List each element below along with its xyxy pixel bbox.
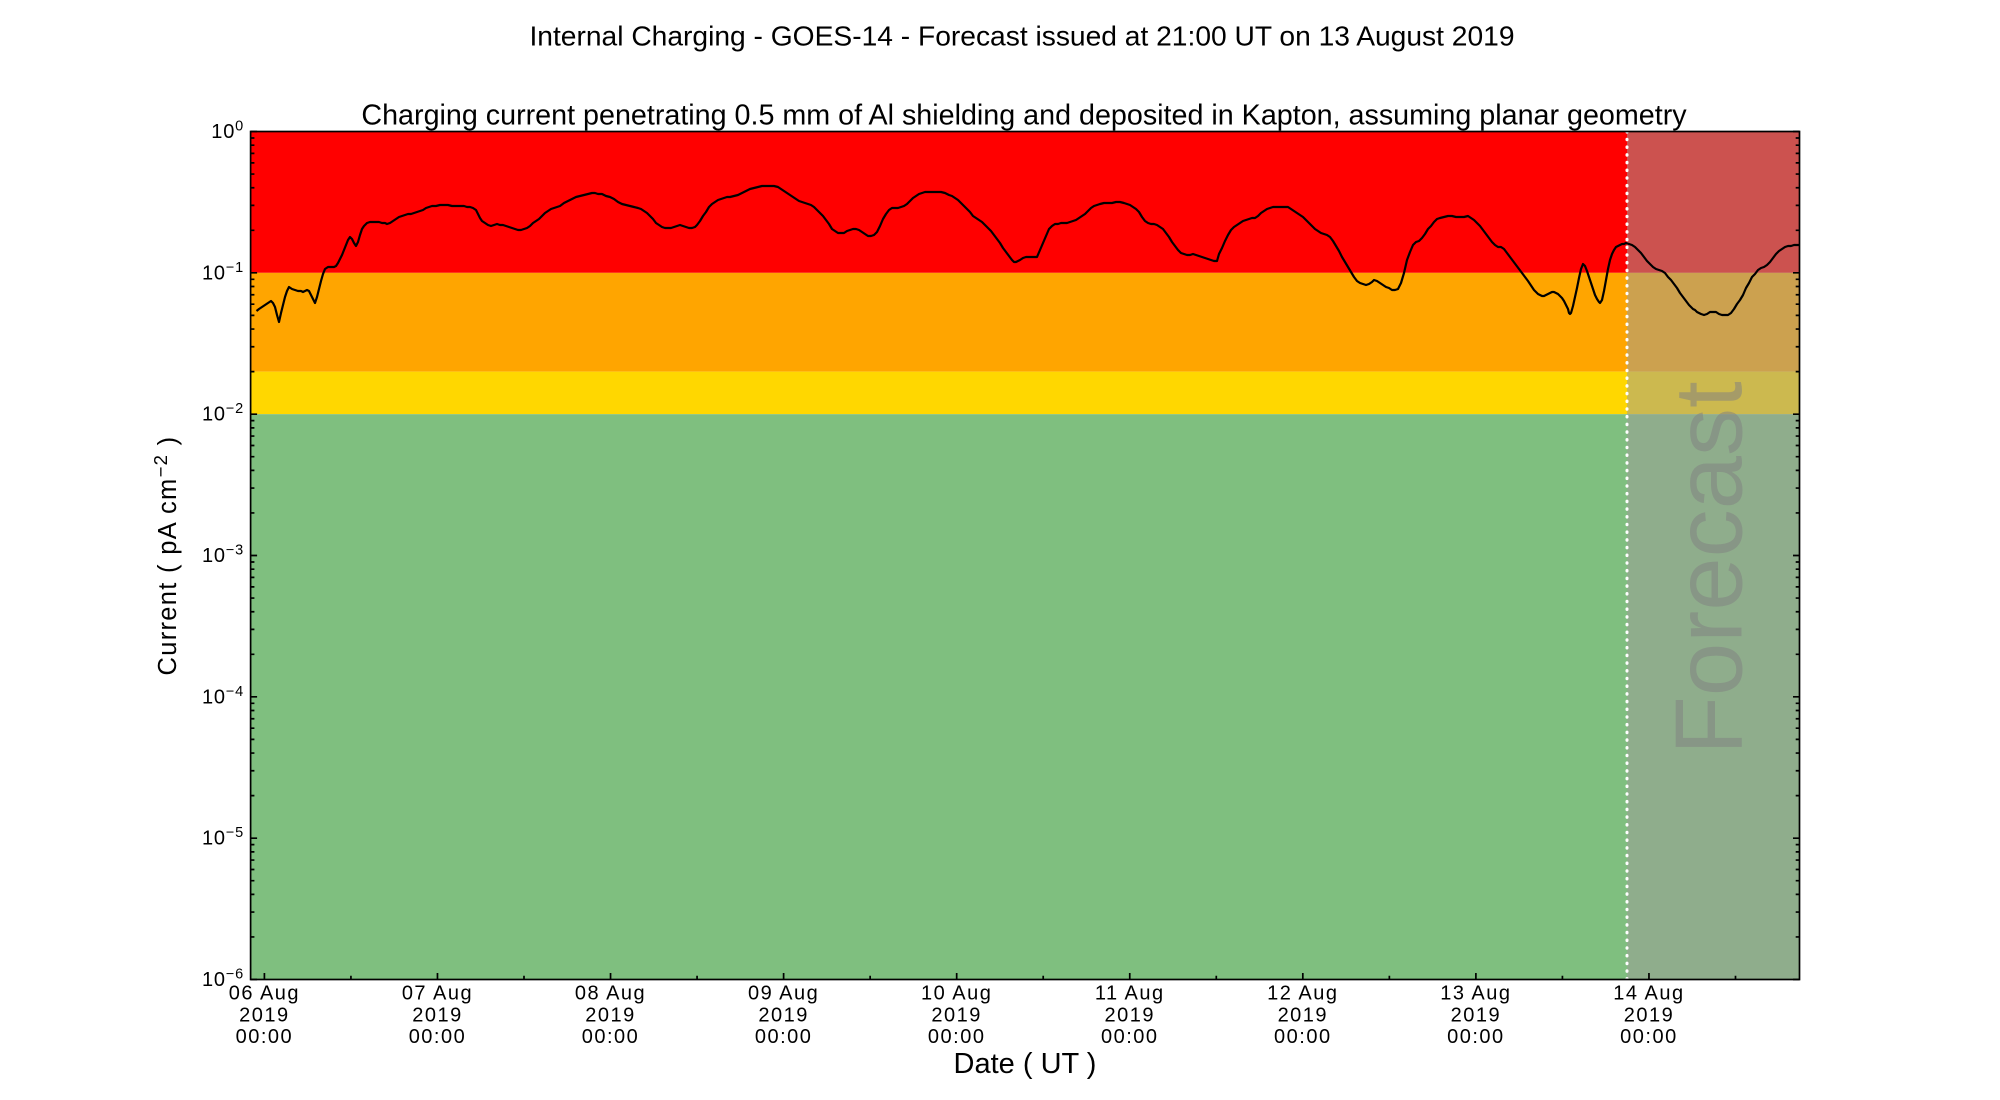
svg-text:00:00: 00:00 [1101, 1026, 1159, 1048]
svg-text:13 Aug: 13 Aug [1440, 983, 1511, 1005]
svg-text:2019: 2019 [239, 1004, 290, 1026]
svg-text:2019: 2019 [758, 1004, 809, 1026]
svg-text:00:00: 00:00 [755, 1026, 813, 1048]
svg-text:Charging current penetrating 0: Charging current penetrating 0.5 mm of A… [361, 100, 1687, 132]
svg-text:14 Aug: 14 Aug [1613, 983, 1684, 1005]
svg-text:2019: 2019 [1624, 1004, 1675, 1026]
svg-text:Current ( pA cm−2 ): Current ( pA cm−2 ) [150, 436, 182, 676]
svg-text:11 Aug: 11 Aug [1095, 983, 1165, 1005]
svg-text:2019: 2019 [931, 1004, 982, 1026]
svg-text:09 Aug: 09 Aug [748, 983, 819, 1005]
svg-text:12 Aug: 12 Aug [1267, 983, 1338, 1005]
svg-text:10−1: 10−1 [202, 260, 244, 285]
svg-text:00:00: 00:00 [409, 1026, 467, 1048]
svg-text:Forecast: Forecast [1656, 381, 1763, 754]
svg-text:00:00: 00:00 [582, 1026, 640, 1048]
svg-text:2019: 2019 [412, 1004, 463, 1026]
svg-text:00:00: 00:00 [236, 1026, 294, 1048]
svg-text:10−2: 10−2 [202, 401, 244, 426]
svg-text:Internal Charging - GOES-14 -: Internal Charging - GOES-14 - Forecast i… [529, 20, 1514, 52]
svg-text:2019: 2019 [1105, 1004, 1156, 1026]
svg-text:2019: 2019 [1278, 1004, 1329, 1026]
svg-text:2019: 2019 [1451, 1004, 1502, 1026]
svg-text:2019: 2019 [585, 1004, 636, 1026]
svg-text:06 Aug: 06 Aug [229, 983, 300, 1005]
svg-text:00:00: 00:00 [1447, 1026, 1505, 1048]
svg-text:08 Aug: 08 Aug [575, 983, 646, 1005]
svg-text:00:00: 00:00 [1274, 1026, 1332, 1048]
svg-text:07 Aug: 07 Aug [402, 983, 473, 1005]
svg-text:10−5: 10−5 [202, 825, 244, 850]
svg-text:100: 100 [211, 119, 244, 144]
svg-text:10−3: 10−3 [202, 543, 244, 568]
svg-text:10 Aug: 10 Aug [921, 983, 992, 1005]
svg-text:00:00: 00:00 [928, 1026, 986, 1048]
svg-text:Date ( UT ): Date ( UT ) [954, 1048, 1097, 1080]
svg-text:10−6: 10−6 [202, 967, 244, 992]
svg-text:00:00: 00:00 [1620, 1026, 1678, 1048]
svg-text:10−4: 10−4 [202, 684, 244, 709]
